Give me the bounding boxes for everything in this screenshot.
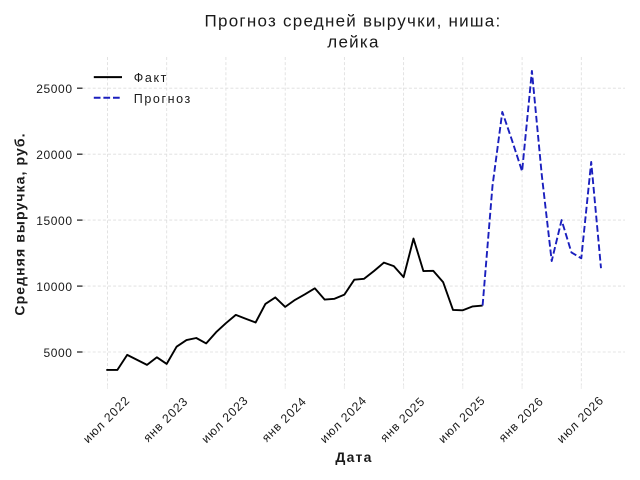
svg-text:Дата: Дата: [335, 449, 372, 465]
svg-text:Факт: Факт: [134, 71, 168, 85]
svg-text:Прогноз: Прогноз: [134, 92, 192, 106]
svg-text:15000: 15000: [36, 214, 72, 228]
svg-text:5000: 5000: [43, 346, 72, 360]
svg-text:Прогноз средней выручки, ниша:: Прогноз средней выручки, ниша:: [205, 12, 502, 31]
svg-text:лейка: лейка: [327, 33, 379, 52]
svg-text:25000: 25000: [36, 82, 72, 96]
svg-text:20000: 20000: [36, 148, 72, 162]
svg-text:10000: 10000: [36, 280, 72, 294]
svg-text:Средняя выручка, руб.: Средняя выручка, руб.: [12, 132, 28, 315]
